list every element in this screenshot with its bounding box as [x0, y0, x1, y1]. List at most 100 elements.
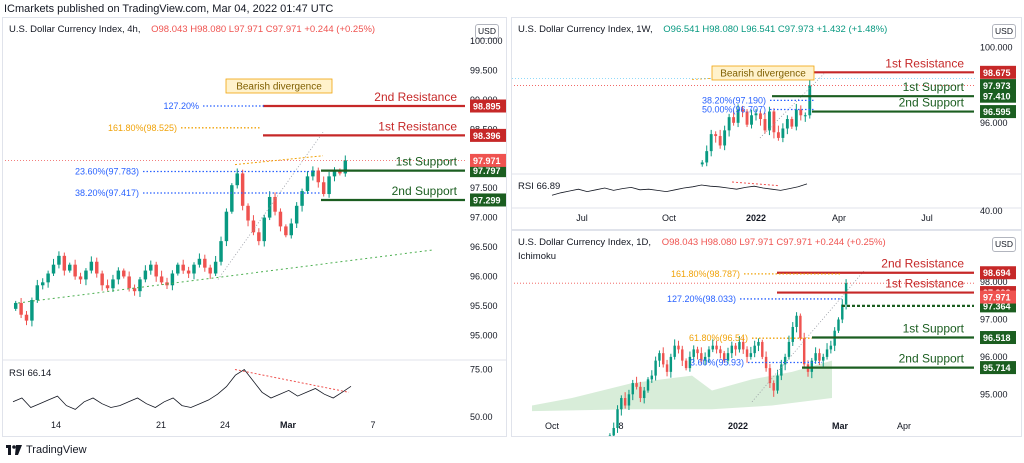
candle-body: [246, 205, 250, 221]
symbol-name: U.S. Dollar Currency Index, 1W,: [518, 24, 653, 35]
candle-body: [57, 255, 61, 265]
candle-body: [170, 273, 175, 286]
level-box: [980, 266, 1016, 280]
candle-body: [844, 283, 848, 305]
chart-1d[interactable]: 98.000 97.000 96.000 95.000 Oct 8 2022 Mar Apr 2n…: [512, 231, 1022, 437]
x-tick-label: Oct: [662, 213, 677, 223]
x-tick-label: Apr: [897, 421, 911, 431]
fib-label: 38.20%(97.190): [702, 95, 766, 105]
candle-body: [51, 264, 56, 274]
level-value: 98.396: [473, 131, 501, 141]
last-price-value: 97.971: [983, 293, 1011, 303]
y-tick-label: 95.000: [980, 389, 1008, 399]
candle-body: [154, 264, 158, 277]
candle-body: [219, 241, 223, 262]
indicator-value: 66.89: [536, 181, 561, 192]
candle-body: [30, 300, 34, 321]
currency-button[interactable]: USD: [992, 24, 1016, 39]
x-tick-label: 24: [220, 420, 230, 430]
last-price-value: 97.973: [983, 81, 1011, 91]
candle-body: [338, 170, 342, 174]
candle-body: [224, 211, 229, 242]
level-box: [980, 331, 1016, 345]
candle-body: [159, 276, 164, 283]
candle-body: [727, 117, 731, 131]
tradingview-logo[interactable]: TradingView: [6, 444, 87, 456]
chart-panel-1w[interactable]: U.S. Dollar Currency Index, 1W, O96.541 …: [511, 17, 1022, 230]
candle-body: [772, 111, 776, 133]
candle-body: [111, 279, 115, 289]
candle-body: [46, 273, 50, 283]
candle-body: [818, 353, 821, 361]
candle-body: [785, 119, 789, 129]
candle-body: [707, 349, 711, 357]
candle-body: [734, 345, 737, 350]
candle-body: [251, 220, 256, 233]
candle-body: [696, 349, 699, 354]
candle-body: [73, 264, 77, 277]
candle-body: [794, 109, 798, 127]
candle-body: [311, 170, 315, 177]
symbol-legend: U.S. Dollar Currency Index, 1W, O96.541 …: [518, 24, 887, 35]
level-value: 98.675: [983, 68, 1011, 78]
rsi-tick-label: 40.00: [980, 206, 1003, 216]
fib-label: 3.60%(95.93): [690, 358, 744, 368]
fib-label: 127.20%(98.033): [667, 294, 736, 304]
annotation-box: [225, 78, 333, 94]
rsi-legend: RSI 66.89: [518, 181, 560, 192]
candle-body: [68, 264, 72, 271]
candle-body: [105, 285, 110, 289]
candle-body: [665, 364, 669, 372]
chart-4h[interactable]: 100.00099.50099.00098.50098.00097.50097.…: [3, 18, 507, 437]
change-value: +1.432 (+1.48%): [816, 24, 888, 35]
candle-body: [714, 134, 718, 137]
chart-1w[interactable]: 100.000 96.000 Jul Oct 2022 Apr Jul 1st Resista…: [512, 18, 1022, 230]
level-name: 2nd Resistance: [374, 90, 457, 104]
y-tick-label: 100.000: [470, 36, 503, 46]
level-box: [980, 105, 1016, 119]
candle-body: [722, 353, 726, 361]
candle-body: [790, 119, 794, 127]
level-box: [980, 89, 1016, 103]
candle-body: [780, 364, 783, 376]
candle-body: [732, 117, 736, 123]
candle-body: [736, 109, 740, 123]
chart-panel-4h[interactable]: U.S. Dollar Currency Index, 4h, O98.043 …: [2, 17, 507, 437]
close-value: C97.973: [777, 24, 814, 35]
candle-body: [738, 341, 741, 350]
candle-body: [776, 375, 779, 391]
candle-body: [763, 119, 767, 131]
candle-body: [681, 349, 684, 361]
level-box: [470, 128, 506, 142]
x-tick-label: 8: [618, 421, 623, 431]
candle-body: [742, 341, 745, 350]
level-name: 2nd Resistance: [881, 257, 964, 271]
currency-button[interactable]: USD: [992, 237, 1016, 252]
x-tick-label: Jul: [576, 213, 588, 223]
level-name: 1st Resistance: [885, 277, 964, 291]
candle-body: [289, 223, 293, 236]
fib-label: 23.60%(97.783): [75, 166, 139, 176]
candle-body: [612, 427, 615, 436]
open-value: O98.043: [661, 237, 699, 248]
fib-label: 161.80%(98.787): [671, 269, 740, 279]
y-tick-label: 96.000: [470, 271, 498, 281]
chart-panel-1d[interactable]: U.S. Dollar Currency Index, 1D, O98.043 …: [511, 230, 1022, 437]
candle-body: [284, 226, 288, 236]
candle-body: [100, 273, 104, 286]
change-value: +0.244 (+0.25%): [304, 24, 376, 35]
candle-body: [673, 345, 676, 357]
currency-button[interactable]: USD: [475, 24, 499, 39]
candle-body: [822, 356, 825, 361]
open-value: O96.541: [663, 24, 700, 35]
fib-label: 38.20%(97.417): [75, 188, 139, 198]
fib-label: 161.80%(98.525): [108, 123, 177, 133]
fib-label: 50.00%(96.707): [702, 104, 766, 114]
high-value: H98.080: [702, 24, 739, 35]
y-tick-label: 95.000: [470, 330, 498, 340]
candle-body: [197, 258, 202, 265]
fib-swing-line: [759, 73, 825, 139]
level-box: [470, 99, 506, 113]
candle-body: [24, 314, 29, 321]
candle-body: [795, 315, 798, 327]
